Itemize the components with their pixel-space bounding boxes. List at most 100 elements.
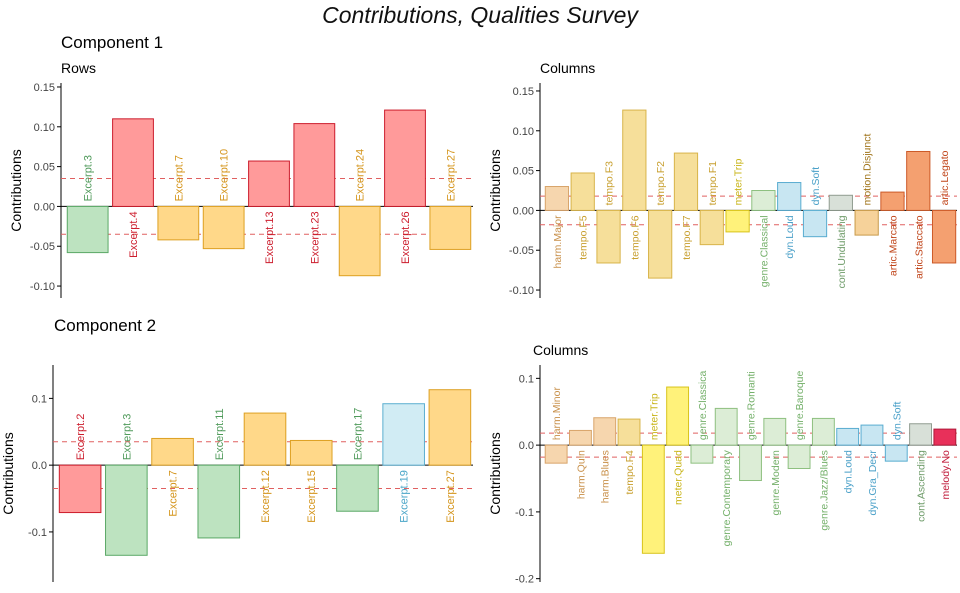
y-tick-label: 0.1 [32,393,47,405]
y-tick-label: 0.10 [513,126,534,138]
y-tick-label: 0.0 [32,460,47,472]
bar [570,172,595,211]
bar-label: artic.Marcato [887,215,899,276]
chart-main-title: Contributions, Qualities Survey [322,2,638,28]
y-tick-label: -0.2 [515,574,534,586]
bar [690,444,714,464]
bar-label: Excerpt.2 [75,414,87,460]
y-tick-label: 0.1 [519,373,534,385]
bar-label: tempo.F5 [578,215,590,260]
bar-label: melody.No [940,450,952,500]
bar [622,109,647,211]
bar [243,412,287,466]
y-tick-label: 0.05 [34,162,55,174]
bar [336,464,379,512]
bar [151,437,194,466]
bar [289,439,333,466]
bar-label: Excerpt.12 [260,470,272,523]
panel-4-subtitle: Columns [533,342,589,358]
bar [739,444,762,482]
bar-label: genre.Classica [697,371,709,441]
bar [828,194,853,211]
y-tick-label: 0.10 [34,122,55,134]
bar-label: dyn.Soft [891,402,903,441]
bar-label: tempo.F7 [681,215,693,260]
y-tick-label: -0.10 [509,285,534,297]
bar [248,160,290,207]
bar-label: motion.Disjunct [862,134,874,206]
bar [836,427,860,446]
bar [202,205,245,250]
bar-label: Excerpt.24 [355,149,367,202]
bar-label: Excerpt.27 [445,470,457,523]
component-1-rows-chart: Contributions -0.10 -0.05 0.00 0.05 0.10 0.15 E… [8,82,473,298]
y-tick-label: 0.15 [513,86,534,98]
y-tick-label: 0.00 [34,201,55,213]
bar-label: Excerpt.4 [128,211,140,257]
bar-label: Excerpt.3 [121,414,133,460]
bar [157,205,200,241]
component-2-columns-chart: Contributions -0.2 -0.1 0.0 0.1 harm.Minor har… [487,365,957,586]
bar-label: harm.Quin [575,450,587,499]
bar [293,123,336,207]
bar-label: artic.Legato [939,150,951,205]
bar [569,429,592,446]
bar-label: Excerpt.13 [264,211,276,264]
y-tick-label: 0.00 [513,205,534,217]
bar [860,424,884,446]
bar [763,417,787,446]
bar [593,417,617,446]
bar [382,403,425,466]
bar-label: Excerpt.17 [352,408,364,461]
bar-label: tempo.F4 [624,450,636,495]
bar [933,428,957,446]
bar-label: Excerpt.10 [219,149,231,202]
bar [58,464,102,514]
bar [641,444,665,554]
y-tick-label: -0.05 [509,245,534,257]
bar [384,109,426,207]
bar-label: Excerpt.3 [83,155,95,201]
bar-label: tempo.F1 [707,161,719,206]
bar-label: Excerpt.26 [400,211,412,264]
bar-label: Excerpt.19 [399,470,411,523]
bar [429,205,472,250]
bar-label: meter.Trip [733,158,745,205]
component-2-title: Component 2 [54,316,157,335]
bar [112,118,154,207]
bar [197,464,241,539]
bar-label: Excerpt.7 [173,155,185,201]
bar [909,423,932,446]
bar-label: genre.Classical [758,215,770,287]
bar-label: genre.Baroque [794,370,806,440]
bar-label: artic.Staccato [913,215,925,279]
bar-label: dyn.Loud [784,215,796,258]
bar-label: cont.Undulating [836,215,848,288]
bar-label: genre.Modern [770,450,782,516]
bar-label: tempo.F6 [629,215,641,260]
bar [105,464,148,556]
bar [338,205,381,277]
component-2-rows-chart: Contributions -0.1 0.0 0.1 Excerpt.2 Excerpt.… [0,365,473,582]
y-axis-label: Contributions [487,149,503,232]
bar-label: dyn.Loud [843,450,855,493]
bar-label: harm.Minor [551,387,563,441]
bar-label: tempo.F2 [655,161,667,206]
bar [802,209,828,238]
bar-label: Excerpt.27 [445,149,457,202]
bar [428,389,472,466]
bar [544,186,570,211]
bar [66,205,109,254]
bar [931,209,957,264]
y-tick-label: -0.05 [30,241,55,253]
y-axis-label: Contributions [8,149,24,232]
bar-label: tempo.F3 [604,161,616,206]
y-tick-label: 0.0 [519,440,534,452]
component-1-columns-chart: Contributions -0.10 -0.05 0.00 0.05 0.10 0.15 h… [487,83,957,298]
bar [596,209,621,264]
bar [880,191,905,211]
bar [648,209,673,279]
bar [787,444,811,469]
bar [811,417,835,446]
y-tick-label: -0.1 [515,507,534,519]
